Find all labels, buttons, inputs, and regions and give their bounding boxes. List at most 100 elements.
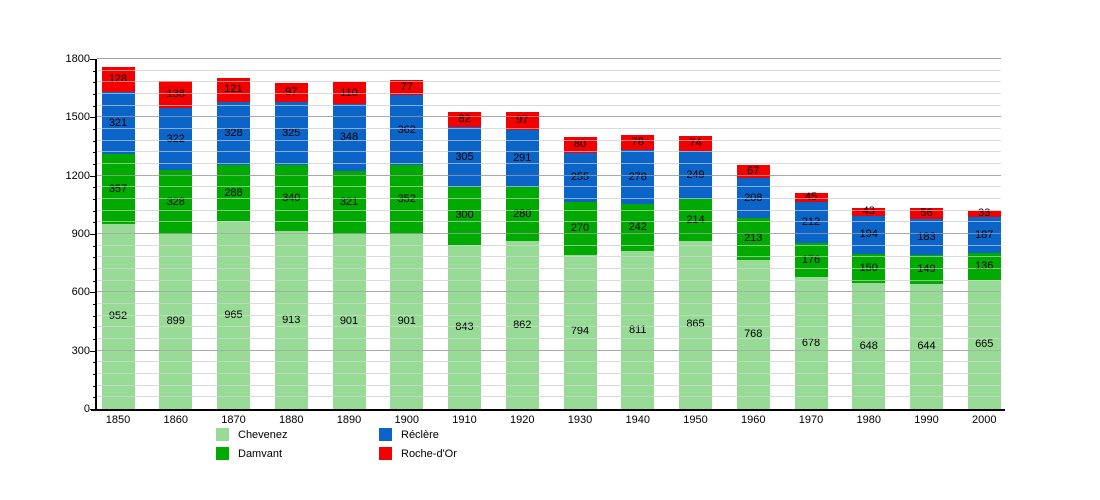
legend-label: Damvant [238,448,283,460]
bar-segment: 242 [621,204,655,252]
value-label: 121 [224,83,243,96]
y-tick-label: 1200 [65,169,90,182]
bar-1920: 862 280 291 97 [505,111,539,409]
value-label: 150 [859,261,878,274]
value-label: 110 [340,86,358,99]
y-tick [93,304,97,305]
gridline-overlay [97,279,1001,281]
bar-1880: 913 340 325 97 [274,83,308,409]
bar-segment: 74 [679,136,712,151]
value-label: 665 [975,337,994,350]
bar-1900: 901 352 362 77 [390,80,424,409]
value-label: 357 [108,182,128,195]
value-label: 288 [224,186,243,199]
y-tick [93,187,97,189]
y-tick-label: 600 [71,286,90,299]
legend-label: Réclère [401,429,439,441]
value-label: 678 [801,336,821,349]
x-tick-label: 1910 [452,414,477,426]
bar-segment: 325 [274,102,308,166]
y-tick-label: 1800 [65,53,90,65]
value-label: 80 [573,138,587,151]
plot-area: 9523573211288993283221389652883281219133… [97,58,1001,409]
legend-label: Roche-d'Or [401,448,457,460]
gridline-overlay [97,291,1001,293]
bar-1990: 644 149 183 56 [910,208,943,409]
value-label: 77 [400,81,413,94]
gridline-overlay [97,244,1001,246]
gridline-overlay [97,349,1001,351]
bar-segment: 952 [101,223,135,409]
y-tick [93,210,97,212]
value-label: 899 [166,315,185,328]
value-label: 208 [744,191,763,204]
value-label: 270 [570,221,590,234]
bar-segment: 43 [852,205,886,218]
bar-segment: 862 [505,241,539,409]
gridline-overlay [97,151,1001,153]
bar-1850: 952 357 321 128 [101,67,135,409]
value-label: 291 [513,152,532,165]
y-tick [90,350,97,352]
gridline-overlay [97,268,1001,269]
bar-segment: 121 [217,78,250,102]
gridline-overlay [97,139,1001,141]
y-tick [93,152,97,154]
gridline-overlay [97,314,1001,316]
legend-color-swatch [216,447,229,460]
value-label: 183 [917,230,936,243]
bar-segment: 678 [794,277,828,409]
value-label: 45 [804,190,818,203]
x-tick-label: 1940 [625,414,650,426]
x-tick-label: 1950 [683,414,708,426]
value-label: 255 [570,170,590,183]
x-tick-label: 1880 [279,414,304,426]
bar-segment: 97 [274,83,308,103]
value-label: 212 [801,215,821,228]
bar-segment: 176 [794,242,828,278]
x-tick-label: 1870 [221,414,246,426]
value-label: 56 [920,207,933,220]
gridline-overlay [97,104,1001,106]
y-tick [93,164,97,165]
y-tick [93,397,97,399]
bar-1970: 678 176 212 45 [794,190,828,409]
bar-segment: 97 [505,111,539,131]
y-tick [93,245,97,247]
value-label: 249 [686,168,705,181]
y-tick [93,269,97,270]
bar-segment: 348 [332,103,366,172]
gridline-overlay [97,256,1001,258]
bar-segment: 322 [159,107,193,171]
y-tick [93,140,97,142]
x-tick-label: 1980 [856,414,881,426]
x-tick-label: 1930 [567,414,593,426]
y-tick [90,409,97,410]
gridline-overlay [97,361,1001,363]
bar-segment: 67 [736,164,770,178]
value-label: 74 [689,137,702,150]
bar-1930: 794 270 255 80 [563,137,597,409]
bar-segment: 794 [563,254,597,409]
bar-1940: 811 242 278 78 [621,135,655,409]
y-tick [93,222,97,224]
gridline-overlay [97,93,1001,94]
bar-1890: 901 321 348 110 [332,82,366,409]
y-tick-label: 0 [83,403,90,415]
x-tick-label: 2000 [972,414,997,426]
x-tick-label: 1970 [798,414,824,426]
y-tick [93,94,97,95]
value-label: 280 [513,207,532,220]
x-tick-label: 1900 [394,414,419,426]
bar-1950: 865 214 249 74 [679,136,712,409]
bar-segment: 901 [332,233,366,409]
gridline-overlay [97,209,1001,211]
value-label: 352 [397,193,416,206]
legend-color-swatch [379,428,392,441]
value-label: 362 [397,123,416,136]
bar-1860: 899 328 322 138 [159,81,193,409]
value-label: 194 [859,228,878,241]
value-label: 794 [570,325,590,338]
value-label: 43 [862,205,875,218]
